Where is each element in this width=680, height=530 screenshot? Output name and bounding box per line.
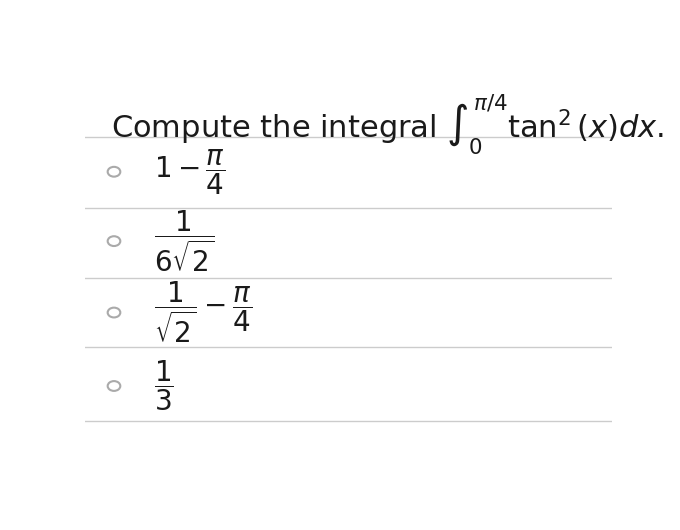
Text: $\dfrac{1}{6\sqrt{2}}$: $\dfrac{1}{6\sqrt{2}}$: [154, 208, 214, 274]
Text: $\dfrac{1}{3}$: $\dfrac{1}{3}$: [154, 359, 173, 413]
Text: Compute the integral $\int_0^{\pi/4} \tan^2(x)dx$.: Compute the integral $\int_0^{\pi/4} \ta…: [112, 92, 665, 157]
Text: $1 - \dfrac{\pi}{4}$: $1 - \dfrac{\pi}{4}$: [154, 147, 225, 197]
Text: $\dfrac{1}{\sqrt{2}} - \dfrac{\pi}{4}$: $\dfrac{1}{\sqrt{2}} - \dfrac{\pi}{4}$: [154, 280, 252, 345]
